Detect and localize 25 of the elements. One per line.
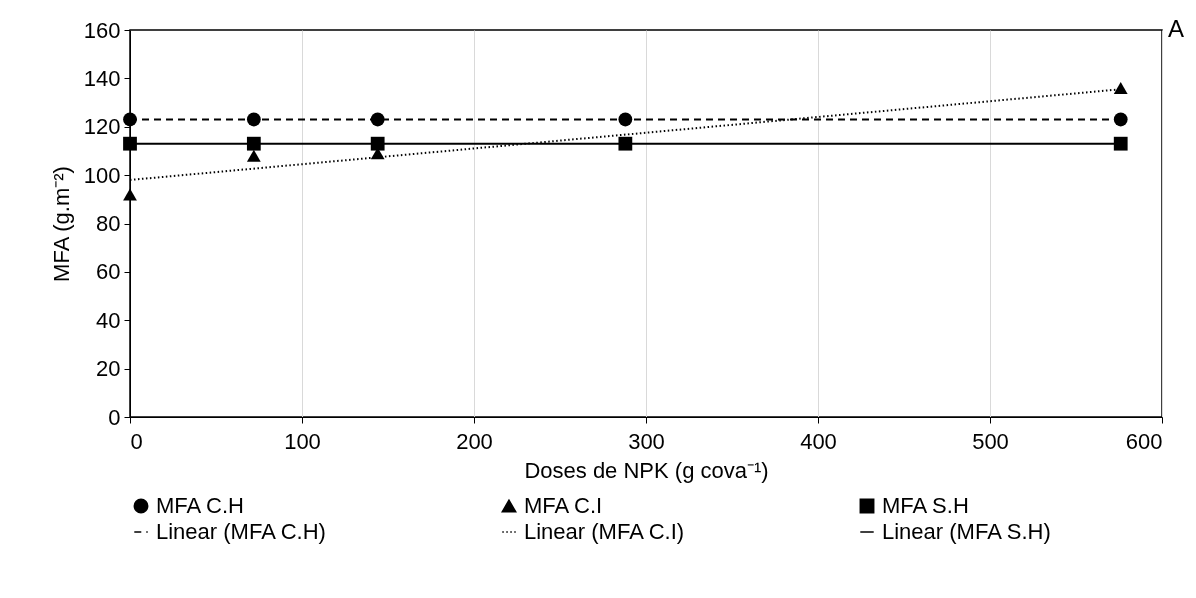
y-tick-label: 160 <box>83 17 121 43</box>
x-tick-label: 400 <box>800 428 837 454</box>
x-tick-label: 500 <box>972 428 1009 454</box>
y-tick-label: 60 <box>96 259 121 285</box>
legend-label: MFA S.H <box>882 493 969 518</box>
y-tick-label: 100 <box>83 162 121 188</box>
x-tick-label: 100 <box>284 428 321 454</box>
text: A <box>1168 15 1185 42</box>
y-tick-label: 20 <box>96 356 121 382</box>
y-axis-title: MFA (g.m⁻²) <box>48 166 74 282</box>
y-tick-label: 80 <box>96 211 121 236</box>
legend-label: MFA C.H <box>156 493 245 518</box>
legend-label: MFA C.I <box>524 493 603 518</box>
legend-label: Linear (MFA C.I) <box>524 519 685 544</box>
x-axis-title: Doses de NPK (g cova⁻¹) <box>524 457 769 483</box>
x-tick-label: 200 <box>456 428 493 454</box>
legend-label: Linear (MFA C.H) <box>156 519 326 544</box>
y-tick-label: 40 <box>96 307 121 333</box>
y-tick-label: 0 <box>108 404 121 430</box>
x-tick-label: 300 <box>628 428 665 454</box>
x-tick-label: 600 <box>1125 428 1163 454</box>
y-tick-label: 140 <box>83 65 121 91</box>
y-tick-label: 120 <box>83 114 121 140</box>
legend-label: Linear (MFA S.H) <box>882 519 1051 544</box>
x-tick-label: 0 <box>130 428 143 454</box>
